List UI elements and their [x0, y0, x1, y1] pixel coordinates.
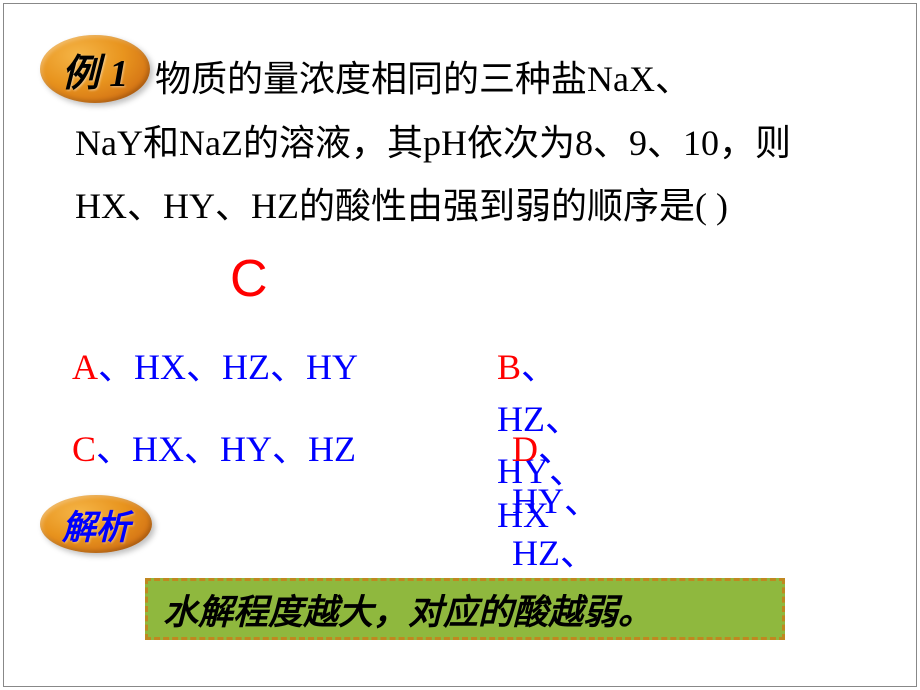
question-line1: 物质的量浓度相同的三种盐NaX、 [155, 48, 860, 111]
option-c-label: C [72, 429, 96, 469]
question-line2: NaY和NaZ的溶液，其pH依次为8、9、10，则HX、HY、HZ的酸性由强到弱… [75, 112, 860, 238]
explanation-text: 水解程度越大，对应的酸越弱。 [163, 584, 653, 635]
option-b-label: B [497, 347, 521, 387]
option-a-text: 、HX、HZ、HY [98, 347, 358, 387]
options-row2: C、HX、HY、HZ D、HY、HZ、HX [72, 420, 356, 472]
options-row1: A、HX、HZ、HY B、HZ、HY、HX [72, 338, 358, 390]
example-badge-text: 例 1 [62, 42, 129, 97]
example-badge: 例 1 [40, 35, 150, 103]
analysis-badge: 解析 [40, 495, 152, 553]
explanation-box: 水解程度越大，对应的酸越弱。 [145, 578, 785, 640]
option-c-text: 、HX、HY、HZ [96, 429, 356, 469]
answer-marker: C [230, 249, 268, 309]
option-d-label: D [512, 429, 538, 469]
option-a-label: A [72, 347, 98, 387]
analysis-badge-text: 解析 [62, 500, 130, 549]
